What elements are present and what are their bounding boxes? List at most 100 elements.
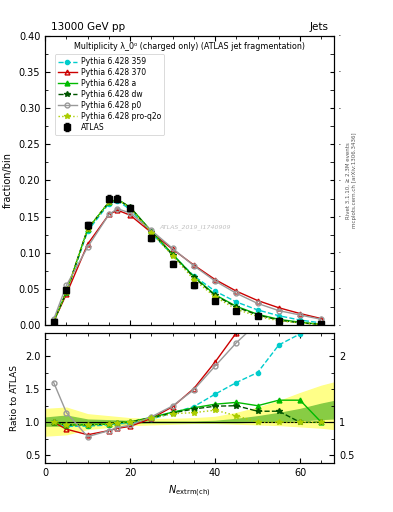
Pythia 6.428 370	[255, 297, 260, 304]
Pythia 6.428 370	[107, 211, 111, 218]
Pythia 6.428 370	[51, 318, 56, 325]
Pythia 6.428 a	[191, 273, 196, 280]
Pythia 6.428 p0	[298, 312, 303, 318]
Pythia 6.428 359	[319, 320, 324, 326]
Pythia 6.428 a	[115, 196, 120, 202]
Legend: Pythia 6.428 359, Pythia 6.428 370, Pythia 6.428 a, Pythia 6.428 dw, Pythia 6.42: Pythia 6.428 359, Pythia 6.428 370, Pyth…	[55, 54, 164, 135]
Pythia 6.428 370	[149, 229, 154, 236]
Pythia 6.428 p0	[170, 245, 175, 251]
Pythia 6.428 370	[85, 241, 90, 247]
Pythia 6.428 359	[213, 288, 217, 294]
Line: Pythia 6.428 a: Pythia 6.428 a	[51, 197, 324, 327]
Pythia 6.428 pro-q2o	[64, 289, 69, 295]
Pythia 6.428 370	[115, 207, 120, 213]
Pythia 6.428 a	[149, 228, 154, 234]
Pythia 6.428 a	[128, 204, 132, 210]
Pythia 6.428 dw	[213, 292, 217, 298]
Pythia 6.428 p0	[234, 290, 239, 296]
Pythia 6.428 pro-q2o	[276, 318, 281, 324]
Pythia 6.428 pro-q2o	[107, 199, 111, 205]
Pythia 6.428 359	[115, 198, 120, 204]
Pythia 6.428 359	[107, 201, 111, 207]
Pythia 6.428 370	[276, 305, 281, 311]
Pythia 6.428 p0	[149, 227, 154, 233]
Text: ATLAS_2019_I1740909: ATLAS_2019_I1740909	[160, 224, 231, 229]
Line: Pythia 6.428 pro-q2o: Pythia 6.428 pro-q2o	[51, 197, 324, 327]
Pythia 6.428 a	[298, 319, 303, 325]
Pythia 6.428 a	[319, 322, 324, 328]
Pythia 6.428 p0	[115, 206, 120, 212]
Pythia 6.428 359	[298, 317, 303, 323]
Pythia 6.428 pro-q2o	[319, 322, 324, 328]
Pythia 6.428 pro-q2o	[128, 205, 132, 211]
Pythia 6.428 370	[234, 288, 239, 294]
Pythia 6.428 pro-q2o	[149, 229, 154, 236]
Pythia 6.428 pro-q2o	[170, 252, 175, 259]
Pythia 6.428 p0	[319, 316, 324, 323]
Pythia 6.428 370	[213, 276, 217, 283]
Y-axis label: Rivet 3.1.10, ≥ 2.3M events
mcplots.cern.ch [arXiv:1306.3436]: Rivet 3.1.10, ≥ 2.3M events mcplots.cern…	[346, 133, 357, 228]
Pythia 6.428 dw	[234, 304, 239, 310]
Pythia 6.428 pro-q2o	[298, 320, 303, 326]
Pythia 6.428 dw	[115, 196, 120, 202]
Pythia 6.428 p0	[276, 308, 281, 314]
Pythia 6.428 370	[319, 315, 324, 322]
Pythia 6.428 p0	[128, 210, 132, 216]
X-axis label: $N_{\mathrm{extrm(ch)}}$: $N_{\mathrm{extrm(ch)}}$	[169, 484, 211, 499]
Line: Pythia 6.428 370: Pythia 6.428 370	[51, 208, 324, 324]
Pythia 6.428 pro-q2o	[234, 306, 239, 312]
Pythia 6.428 370	[64, 291, 69, 297]
Pythia 6.428 pro-q2o	[51, 318, 56, 325]
Pythia 6.428 dw	[64, 289, 69, 295]
Pythia 6.428 pro-q2o	[115, 196, 120, 202]
Pythia 6.428 a	[276, 316, 281, 323]
Pythia 6.428 dw	[170, 252, 175, 258]
Pythia 6.428 359	[85, 228, 90, 234]
Y-axis label: Ratio to ATLAS: Ratio to ATLAS	[10, 365, 19, 431]
Pythia 6.428 359	[64, 289, 69, 295]
Pythia 6.428 p0	[51, 316, 56, 323]
Pythia 6.428 dw	[149, 229, 154, 235]
Text: Multiplicity λ_0⁰ (charged only) (ATLAS jet fragmentation): Multiplicity λ_0⁰ (charged only) (ATLAS …	[74, 41, 305, 51]
Pythia 6.428 a	[234, 303, 239, 309]
Pythia 6.428 a	[170, 251, 175, 258]
Pythia 6.428 359	[149, 230, 154, 237]
Pythia 6.428 p0	[213, 278, 217, 284]
Pythia 6.428 pro-q2o	[85, 226, 90, 232]
Pythia 6.428 dw	[128, 204, 132, 210]
Pythia 6.428 359	[170, 252, 175, 258]
Text: Jets: Jets	[309, 22, 328, 32]
Pythia 6.428 dw	[191, 274, 196, 281]
Pythia 6.428 p0	[64, 282, 69, 288]
Pythia 6.428 359	[51, 318, 56, 325]
Line: Pythia 6.428 dw: Pythia 6.428 dw	[51, 197, 324, 327]
Pythia 6.428 359	[276, 313, 281, 319]
Pythia 6.428 dw	[298, 320, 303, 326]
Pythia 6.428 a	[85, 226, 90, 232]
Pythia 6.428 359	[255, 307, 260, 313]
Pythia 6.428 dw	[319, 322, 324, 328]
Pythia 6.428 p0	[255, 301, 260, 307]
Pythia 6.428 dw	[51, 318, 56, 325]
Pythia 6.428 dw	[107, 199, 111, 205]
Y-axis label: fraction/bin: fraction/bin	[3, 153, 13, 208]
Pythia 6.428 dw	[85, 226, 90, 232]
Pythia 6.428 359	[128, 206, 132, 212]
Pythia 6.428 pro-q2o	[255, 313, 260, 319]
Pythia 6.428 a	[255, 311, 260, 317]
Text: 13000 GeV pp: 13000 GeV pp	[51, 22, 125, 32]
Pythia 6.428 p0	[191, 263, 196, 269]
Pythia 6.428 370	[170, 246, 175, 252]
Pythia 6.428 p0	[107, 211, 111, 218]
Pythia 6.428 370	[128, 212, 132, 218]
Pythia 6.428 a	[213, 292, 217, 298]
Line: Pythia 6.428 359: Pythia 6.428 359	[51, 199, 323, 325]
Pythia 6.428 359	[234, 299, 239, 305]
Pythia 6.428 dw	[255, 312, 260, 318]
Pythia 6.428 pro-q2o	[191, 276, 196, 283]
Pythia 6.428 pro-q2o	[213, 294, 217, 300]
Pythia 6.428 370	[298, 310, 303, 316]
Line: Pythia 6.428 p0: Pythia 6.428 p0	[51, 206, 324, 322]
Pythia 6.428 a	[107, 199, 111, 205]
Pythia 6.428 a	[64, 289, 69, 295]
